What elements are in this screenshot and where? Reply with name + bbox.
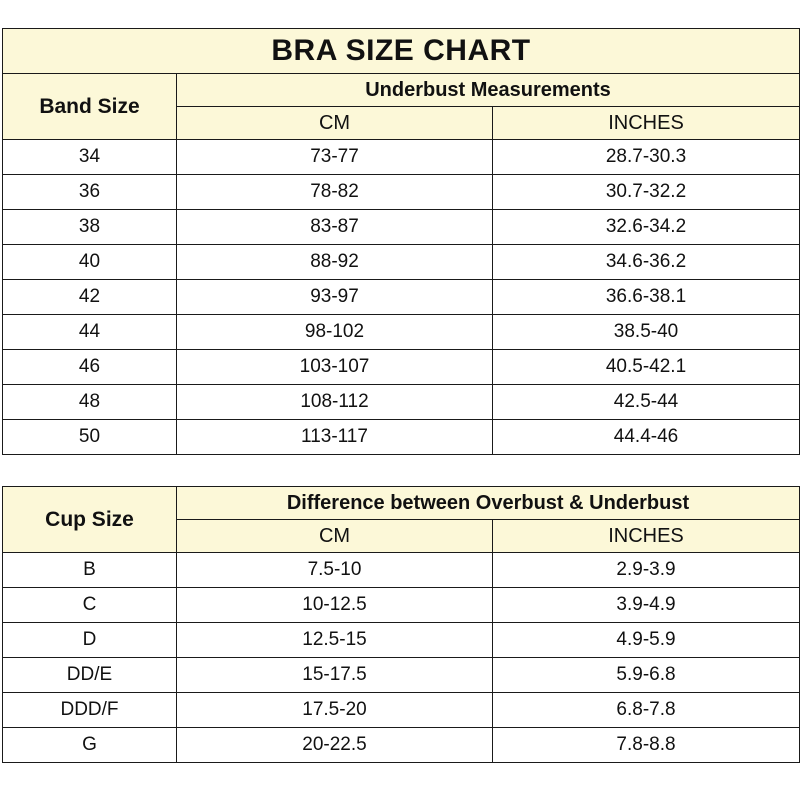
band-size-row: 40 88-92 34.6-36.2 bbox=[2, 244, 800, 280]
size-cell: B bbox=[2, 552, 177, 588]
inches-cell: 42.5-44 bbox=[491, 384, 800, 420]
cm-cell: 108-112 bbox=[176, 384, 493, 420]
inches-cell: 7.8-8.8 bbox=[492, 727, 800, 763]
size-cell: 50 bbox=[2, 419, 177, 455]
overbust-underbust-difference-header: Difference between Overbust & Underbust bbox=[176, 486, 800, 520]
band-size-rows: 34 73-77 28.7-30.3 36 78-82 30.7-32.2 38 83-87 3… bbox=[2, 139, 800, 455]
cm-cell: 78-82 bbox=[176, 174, 493, 210]
size-cell: 38 bbox=[2, 209, 177, 245]
cm-cell: 73-77 bbox=[176, 139, 493, 175]
inches-cell: 5.9-6.8 bbox=[492, 657, 800, 693]
size-cell: DDD/F bbox=[2, 692, 177, 728]
cup-size-row: C 10-12.5 3.9-4.9 bbox=[2, 587, 800, 623]
inches-cell: 28.7-30.3 bbox=[491, 139, 800, 175]
cup-size-row: DDD/F 17.5-20 6.8-7.8 bbox=[2, 692, 800, 728]
size-cell: C bbox=[2, 587, 177, 623]
inches-cell: 40.5-42.1 bbox=[491, 349, 800, 385]
cup-size-header: Cup Size bbox=[2, 486, 177, 553]
band-size-row: 38 83-87 32.6-34.2 bbox=[2, 209, 800, 245]
inches-cell: 36.6-38.1 bbox=[491, 279, 800, 315]
size-cell: G bbox=[2, 727, 177, 763]
band-inches-header: INCHES bbox=[491, 106, 800, 140]
band-size-header: Band Size bbox=[2, 73, 177, 140]
size-cell: D bbox=[2, 622, 177, 658]
inches-cell: 34.6-36.2 bbox=[491, 244, 800, 280]
cup-inches-header: INCHES bbox=[492, 519, 800, 553]
size-cell: 34 bbox=[2, 139, 177, 175]
cm-cell: 17.5-20 bbox=[176, 692, 493, 728]
cm-cell: 93-97 bbox=[176, 279, 493, 315]
size-cell: 42 bbox=[2, 279, 177, 315]
cm-cell: 10-12.5 bbox=[176, 587, 493, 623]
cup-size-table: Cup Size Difference between Overbust & U… bbox=[2, 486, 800, 763]
size-cell: 46 bbox=[2, 349, 177, 385]
band-size-row: 36 78-82 30.7-32.2 bbox=[2, 174, 800, 210]
size-cell: 48 bbox=[2, 384, 177, 420]
cm-cell: 7.5-10 bbox=[176, 552, 493, 588]
inches-cell: 44.4-46 bbox=[491, 419, 800, 455]
size-cell: 40 bbox=[2, 244, 177, 280]
inches-cell: 3.9-4.9 bbox=[492, 587, 800, 623]
underbust-measurements-header: Underbust Measurements bbox=[175, 73, 800, 107]
cm-cell: 15-17.5 bbox=[176, 657, 493, 693]
band-size-row: 44 98-102 38.5-40 bbox=[2, 314, 800, 350]
cup-size-row: DD/E 15-17.5 5.9-6.8 bbox=[2, 657, 800, 693]
size-cell: DD/E bbox=[2, 657, 177, 693]
inches-cell: 32.6-34.2 bbox=[491, 209, 800, 245]
band-size-row: 42 93-97 36.6-38.1 bbox=[2, 279, 800, 315]
size-cell: 36 bbox=[2, 174, 177, 210]
chart-title: BRA SIZE CHART bbox=[1, 28, 800, 74]
band-size-row: 48 108-112 42.5-44 bbox=[2, 384, 800, 420]
size-cell: 44 bbox=[2, 314, 177, 350]
inches-cell: 2.9-3.9 bbox=[492, 552, 800, 588]
cm-cell: 20-22.5 bbox=[176, 727, 493, 763]
cm-cell: 98-102 bbox=[176, 314, 493, 350]
band-cm-header: CM bbox=[176, 106, 493, 140]
band-size-row: 50 113-117 44.4-46 bbox=[2, 419, 800, 455]
cm-cell: 88-92 bbox=[176, 244, 493, 280]
cm-cell: 113-117 bbox=[176, 419, 493, 455]
cup-size-row: B 7.5-10 2.9-3.9 bbox=[2, 552, 800, 588]
cm-cell: 12.5-15 bbox=[176, 622, 493, 658]
inches-cell: 6.8-7.8 bbox=[492, 692, 800, 728]
cup-cm-header: CM bbox=[176, 519, 493, 553]
band-size-row: 46 103-107 40.5-42.1 bbox=[2, 349, 800, 385]
cup-size-row: G 20-22.5 7.8-8.8 bbox=[2, 727, 800, 763]
band-size-table: BRA SIZE CHART Band Size Underbust Measu… bbox=[1, 28, 800, 455]
cup-size-row: D 12.5-15 4.9-5.9 bbox=[2, 622, 800, 658]
inches-cell: 4.9-5.9 bbox=[492, 622, 800, 658]
band-size-row: 34 73-77 28.7-30.3 bbox=[2, 139, 800, 175]
inches-cell: 38.5-40 bbox=[491, 314, 800, 350]
cup-size-rows: B 7.5-10 2.9-3.9 C 10-12.5 3.9-4.9 D 12.5-15 4.9… bbox=[2, 552, 800, 763]
inches-cell: 30.7-32.2 bbox=[491, 174, 800, 210]
cm-cell: 103-107 bbox=[176, 349, 493, 385]
cm-cell: 83-87 bbox=[176, 209, 493, 245]
